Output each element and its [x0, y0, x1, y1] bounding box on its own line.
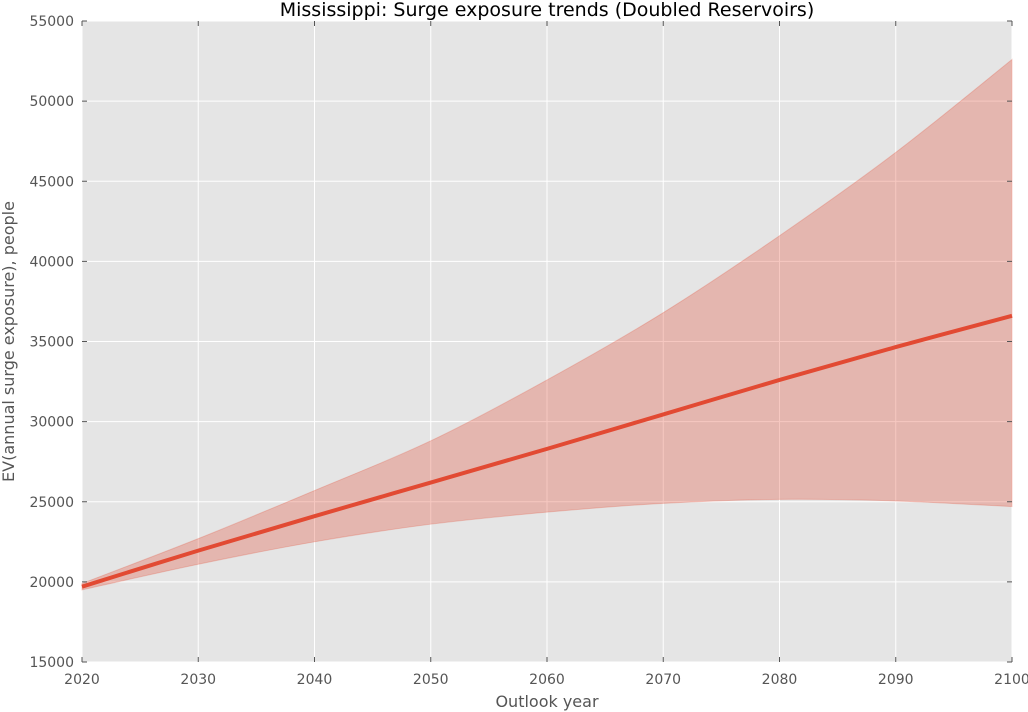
y-tick-label: 40000 [29, 254, 74, 270]
y-tick-label: 55000 [29, 14, 74, 30]
uncertainty-band [81, 58, 1013, 591]
y-tick-labels: 15000 20000 25000 30000 35000 40000 45000 50000… [29, 14, 74, 671]
y-axis-label: EV(annual surge exposure), people [0, 201, 18, 482]
x-tick-label: 2090 [878, 672, 914, 688]
y-tick-label: 25000 [29, 495, 74, 511]
y-tick-label: 30000 [29, 415, 74, 431]
y-tick-label: 45000 [29, 174, 74, 190]
x-tick-label: 2080 [762, 672, 798, 688]
x-axis-label: Outlook year [495, 692, 599, 711]
x-tick-label: 2040 [297, 672, 333, 688]
y-tick-label: 15000 [29, 655, 74, 671]
y-tick-label: 35000 [29, 335, 74, 351]
tick-marks [81, 20, 1013, 663]
chart-title: Mississippi: Surge exposure trends (Doub… [280, 0, 815, 21]
y-tick-label: 50000 [29, 94, 74, 110]
x-tick-label: 2100 [994, 672, 1028, 688]
x-tick-label: 2030 [180, 672, 216, 688]
x-tick-label: 2060 [529, 672, 565, 688]
series-layer [81, 313, 1013, 589]
uncertainty-band-layer [81, 58, 1013, 591]
x-tick-label: 2050 [413, 672, 449, 688]
y-tick-label: 20000 [29, 575, 74, 591]
x-tick-label: 2070 [645, 672, 681, 688]
x-tick-label: 2020 [64, 672, 100, 688]
series-line [81, 313, 1013, 589]
x-tick-labels: 2020 2030 2040 2050 2060 2070 2080 2090 2100 [64, 672, 1028, 688]
